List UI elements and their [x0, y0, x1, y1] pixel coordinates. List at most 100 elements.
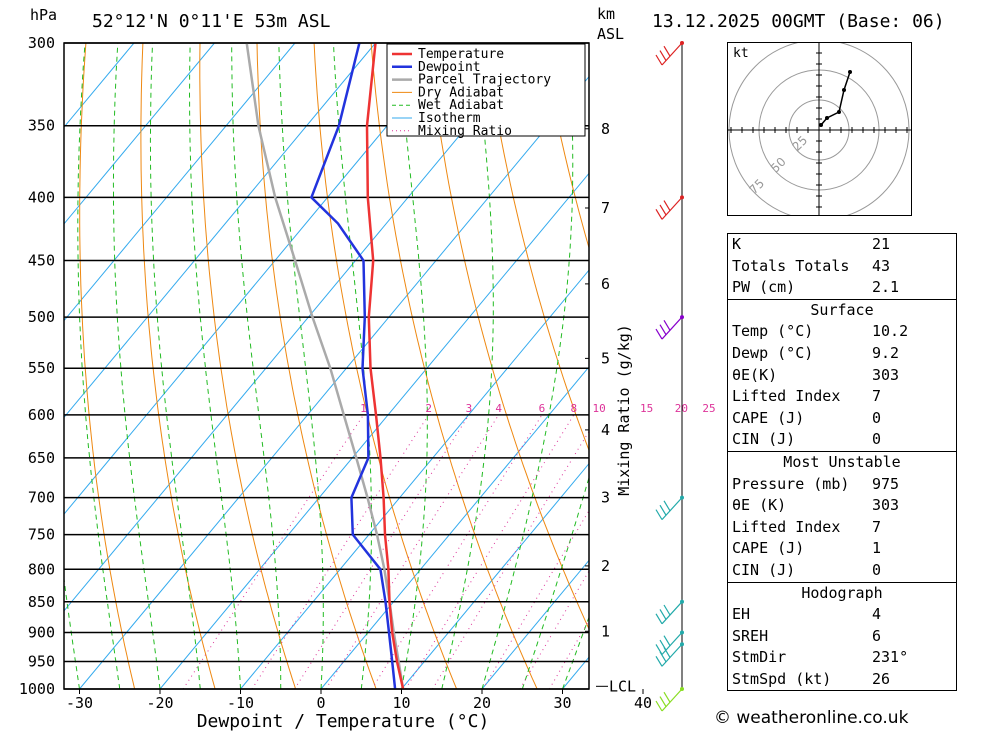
height-km-label: 6 — [601, 275, 610, 293]
dry-adiabat — [140, 43, 216, 689]
hodograph-ring-label: 50 — [768, 155, 789, 176]
hodograph-point — [819, 123, 823, 127]
surface-row: θE(K) 303 — [728, 365, 956, 387]
mixing-ratio-line — [182, 414, 364, 689]
pressure-tick-label: 600 — [28, 406, 55, 424]
mixing-ratio-line — [325, 414, 500, 689]
hodograph-point — [825, 116, 829, 120]
pressure-tick-label: 650 — [28, 449, 55, 467]
mixing-ratio-label: 25 — [702, 402, 715, 415]
isotherm-line — [64, 43, 296, 322]
wet-adiabat — [333, 43, 372, 689]
wet-adiabat — [188, 43, 241, 689]
x-tick-label: 40 — [634, 694, 652, 712]
pressure-tick-label: 500 — [28, 308, 55, 326]
pressure-tick-label: 800 — [28, 560, 55, 578]
hodograph-ring-label: 75 — [746, 176, 767, 197]
pressure-tick-label: 300 — [28, 34, 55, 52]
dry-adiabat — [370, 43, 538, 689]
index-row: Totals Totals 43 — [728, 256, 956, 278]
most-unstable-value: 7 — [872, 517, 882, 536]
most-unstable-key: Pressure (mb) — [732, 474, 850, 493]
isotherm-line — [481, 559, 589, 689]
mixing-ratio-label: 6 — [539, 402, 546, 415]
dry-adiabat — [313, 43, 458, 689]
wind-barb — [655, 41, 684, 66]
mixing-ratio-label: 3 — [466, 402, 473, 415]
dry-adiabat — [541, 43, 589, 250]
isotherm-line — [64, 43, 537, 612]
x-tick-label: -20 — [146, 694, 173, 712]
isotherm-line — [79, 75, 589, 689]
isotherm-line — [64, 43, 215, 225]
hodograph-stat-key: SREH — [732, 626, 769, 645]
surface-key: CAPE (J) — [732, 408, 805, 427]
height-km-label: 3 — [601, 489, 610, 507]
parcel-trajectory-line — [245, 43, 405, 689]
wind-barb — [655, 599, 684, 625]
most-unstable-header: Most Unstable — [728, 450, 956, 474]
wet-adiabat — [231, 43, 282, 689]
mixing-ratio-label: 2 — [425, 402, 432, 415]
legend-label: Dewpoint — [418, 60, 481, 75]
hodograph-stat-row: EH 4 — [728, 604, 956, 626]
indices-panel: K 21 Totals Totals 43 PW (cm) 2.1 Surface Tem… — [727, 233, 957, 692]
pressure-tick-label: 950 — [28, 652, 55, 670]
hodograph-panel: kt 25 50 75 — [727, 39, 912, 221]
index-value: 2.1 — [872, 278, 900, 297]
hodograph-stat-key: EH — [732, 605, 751, 624]
pressure-tick-label: 700 — [28, 489, 55, 507]
height-km-label: 1 — [601, 622, 610, 640]
isotherm-line — [159, 172, 589, 689]
hodograph-header: Hodograph — [728, 581, 956, 605]
wind-barb — [655, 630, 684, 655]
wind-barb — [655, 195, 684, 220]
mixing-ratio-label: 8 — [570, 402, 577, 415]
legend-label: Mixing Ratio — [418, 124, 512, 139]
hodograph-unit-label: kt — [733, 46, 749, 61]
hodograph-stat-row: StmDir 231° — [728, 647, 956, 669]
hodograph-stat-value: 231° — [872, 648, 909, 667]
legend-label: Dry Adiabat — [418, 85, 504, 100]
wet-adiabat — [149, 43, 201, 689]
wet-adiabat — [441, 43, 494, 689]
wind-barb — [655, 315, 684, 340]
legend-label: Isotherm — [418, 111, 481, 126]
wind-barb — [655, 642, 684, 667]
datetime-title: 13.12.2025 00GMT (Base: 06) — [652, 11, 945, 32]
pressure-tick-label: 1000 — [19, 680, 55, 698]
hodograph-stat-row: StmSpd (kt) 26 — [728, 669, 956, 691]
dry-adiabat — [484, 43, 589, 452]
most-unstable-value: 975 — [872, 474, 900, 493]
height-km-label: 2 — [601, 557, 610, 575]
surface-key: CIN (J) — [732, 430, 796, 449]
index-value: 43 — [872, 256, 891, 275]
x-tick-label: 30 — [553, 694, 571, 712]
surface-row: Lifted Index 7 — [728, 386, 956, 408]
wind-barb — [655, 495, 684, 521]
most-unstable-value: 303 — [872, 496, 900, 515]
isotherm-line — [401, 462, 589, 689]
hodograph-stat-value: 6 — [872, 626, 882, 645]
surface-row: CIN (J) 0 — [728, 429, 956, 451]
surface-value: 0 — [872, 408, 882, 427]
hodograph-stat-key: StmSpd (kt) — [732, 669, 832, 688]
hodograph-point — [848, 70, 852, 74]
pressure-tick-label: 750 — [28, 526, 55, 544]
hodograph-stat-row: SREH 6 — [728, 626, 956, 648]
pressure-tick-label: 450 — [28, 252, 55, 270]
legend-label: Wet Adiabat — [418, 98, 504, 113]
temperature-line — [365, 43, 405, 689]
surface-value: 0 — [872, 430, 882, 449]
pressure-unit-label: hPa — [30, 6, 57, 24]
asl-label: ASL — [597, 25, 624, 43]
hodograph-point — [837, 110, 841, 114]
x-tick-label: 0 — [316, 694, 325, 712]
pressure-tick-label: 350 — [28, 117, 55, 135]
mixing-ratio-label: 4 — [495, 402, 502, 415]
pressure-tick-label: 400 — [28, 188, 55, 206]
mixing-ratio-line — [251, 414, 430, 689]
most-unstable-value: 1 — [872, 539, 882, 558]
